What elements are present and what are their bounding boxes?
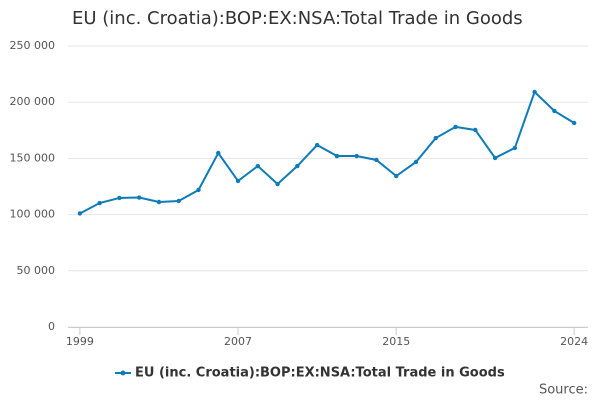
legend-label: EU (inc. Croatia):BOP:EX:NSA:Total Trade… bbox=[135, 366, 505, 381]
data-point bbox=[354, 153, 359, 159]
data-point bbox=[275, 181, 280, 187]
series-line bbox=[79, 90, 575, 215]
data-point bbox=[314, 142, 320, 148]
source: Source: bbox=[539, 383, 588, 398]
data-point bbox=[453, 124, 458, 130]
x-tick-label: 2007 bbox=[224, 335, 252, 348]
x-tick-label: 2024 bbox=[560, 335, 588, 348]
y-tick-label: 250 000 bbox=[10, 39, 56, 52]
data-point bbox=[255, 163, 261, 169]
x-tick-label: 2015 bbox=[382, 335, 410, 348]
y-tick-label: 50 000 bbox=[17, 264, 56, 277]
data-point bbox=[117, 195, 122, 201]
legend-marker bbox=[120, 370, 126, 376]
data-point bbox=[394, 173, 399, 179]
data-point bbox=[97, 200, 102, 206]
data-point bbox=[512, 145, 518, 151]
data-point bbox=[156, 199, 162, 205]
data-point bbox=[492, 155, 498, 161]
data-point bbox=[235, 178, 241, 184]
data-point bbox=[532, 89, 537, 95]
chart-title: EU (inc. Croatia):BOP:EX:NSA:Total Trade… bbox=[72, 8, 523, 29]
data-point bbox=[216, 150, 221, 156]
y-tick-label: 0 bbox=[48, 320, 55, 333]
data-point bbox=[334, 153, 340, 159]
data-point bbox=[77, 211, 83, 216]
y-tick-label: 150 000 bbox=[10, 151, 56, 164]
data-point bbox=[374, 157, 379, 163]
data-point bbox=[295, 163, 300, 169]
data-point bbox=[571, 120, 577, 126]
data-point bbox=[433, 135, 438, 141]
y-tick-label: 200 000 bbox=[10, 95, 56, 108]
y-tick-label: 100 000 bbox=[10, 208, 56, 221]
data-point bbox=[413, 159, 419, 165]
data-point bbox=[136, 195, 142, 200]
data-point bbox=[196, 187, 201, 193]
data-point bbox=[473, 127, 478, 133]
x-tick-label: 1999 bbox=[66, 335, 94, 348]
data-point bbox=[176, 198, 181, 204]
data-point bbox=[552, 108, 557, 114]
